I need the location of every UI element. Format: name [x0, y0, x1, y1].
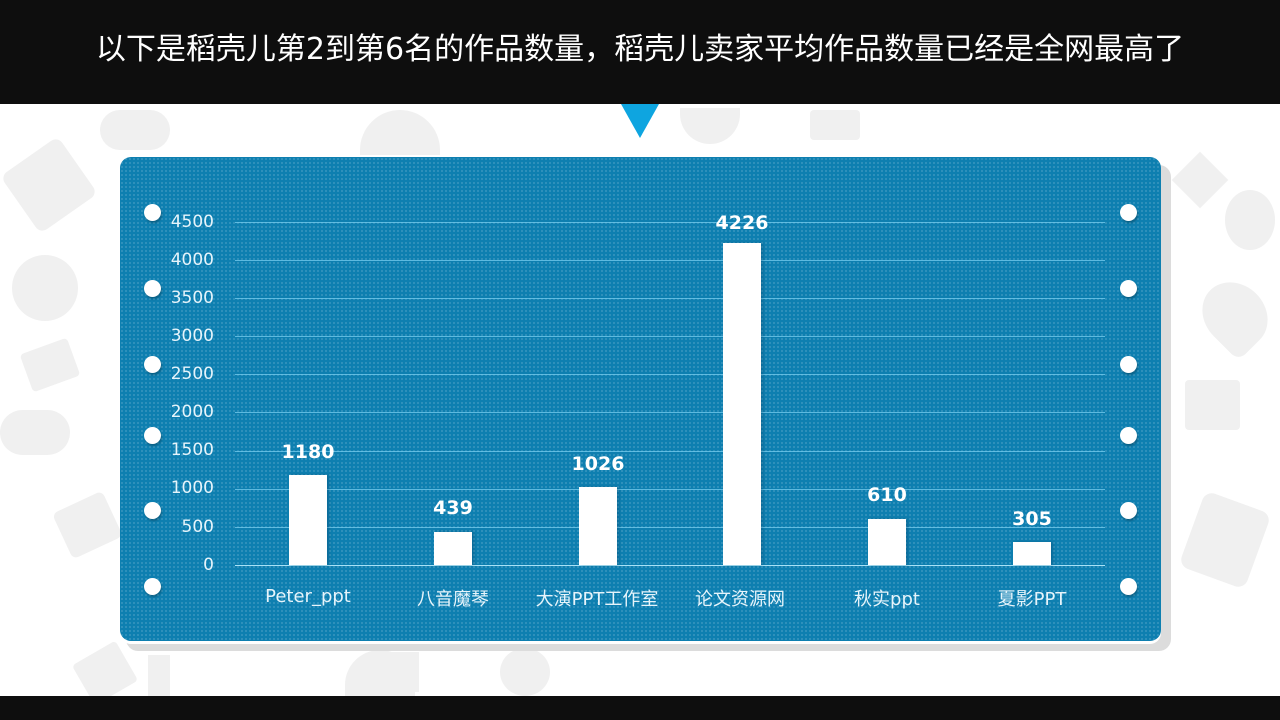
y-tick-label: 3000	[170, 326, 214, 346]
bar-peter-ppt	[289, 475, 327, 565]
gridline	[235, 451, 1105, 452]
cloud-icon	[100, 110, 170, 150]
y-tick-label: 500	[181, 517, 214, 537]
binder-dot	[1120, 204, 1137, 221]
arrow-icon	[1171, 151, 1229, 209]
gridline	[235, 489, 1105, 490]
bar-lunwen-ziyuanwang	[723, 243, 761, 565]
binder-dot	[1120, 280, 1137, 297]
bar-value-label: 4226	[715, 212, 769, 234]
y-tick-label: 4000	[170, 250, 214, 270]
x-tick-label: 夏影PPT	[997, 589, 1067, 610]
gridline	[235, 412, 1105, 413]
gridline	[235, 374, 1105, 375]
drop-icon	[1225, 190, 1275, 250]
monitor-icon	[810, 110, 860, 140]
calculator-icon	[0, 136, 98, 234]
binder-dot	[144, 356, 161, 373]
binder-dot	[144, 502, 161, 519]
gridline	[235, 527, 1105, 528]
y-tick-label: 0	[203, 555, 214, 575]
x-tick-label: 秋实ppt	[854, 589, 920, 610]
shirt-icon	[1178, 490, 1272, 590]
y-tick-label: 3500	[170, 288, 214, 308]
y-tick-label: 2500	[170, 364, 214, 384]
bar-value-label: 610	[867, 484, 907, 506]
page-title: 以下是稻壳儿第2到第6名的作品数量，稻壳儿卖家平均作品数量已经是全网最高了	[95, 32, 1185, 67]
binder-dot	[1120, 502, 1137, 519]
pointer-triangle-icon	[621, 104, 659, 138]
chart-card	[120, 157, 1161, 641]
binder-dot	[1120, 578, 1137, 595]
binder-dot	[144, 280, 161, 297]
y-tick-label: 1000	[170, 478, 214, 498]
gridline	[235, 298, 1105, 299]
bar-dayan-ppt-studio	[579, 487, 617, 565]
cart-icon	[52, 490, 123, 560]
footer-bar	[0, 696, 1280, 720]
x-tick-label: Peter_ppt	[265, 586, 351, 607]
upload-arrow-icon	[148, 655, 170, 696]
edit-icon	[375, 652, 419, 692]
bar-bayin-moqin	[434, 532, 472, 565]
circle-icon	[360, 110, 440, 155]
binder-dot	[144, 578, 161, 595]
clock-icon	[12, 255, 78, 321]
gridline	[235, 336, 1105, 337]
x-axis-baseline	[235, 565, 1105, 566]
x-tick-label: 八音魔琴	[417, 589, 489, 610]
gridline	[235, 260, 1105, 261]
bar-qiushi-ppt	[868, 519, 906, 565]
binder-dot	[144, 427, 161, 444]
bar-xiaying-ppt	[1013, 542, 1051, 565]
gear-icon	[500, 648, 550, 696]
card-icon	[19, 337, 81, 393]
x-tick-label: 大演PPT工作室	[535, 589, 659, 610]
bar-value-label: 1180	[281, 441, 335, 463]
bar-value-label: 439	[433, 497, 473, 519]
x-tick-label: 论文资源网	[695, 589, 785, 610]
gridline	[235, 222, 1105, 223]
bar-value-label: 1026	[571, 453, 625, 475]
heart-icon	[1189, 269, 1280, 361]
bar-value-label: 305	[1012, 508, 1052, 530]
bag-icon	[680, 108, 740, 144]
y-tick-label: 2000	[170, 402, 214, 422]
newspaper-icon	[1185, 380, 1240, 430]
header-bar: 以下是稻壳儿第2到第6名的作品数量，稻壳儿卖家平均作品数量已经是全网最高了	[0, 0, 1280, 104]
binder-dot	[1120, 427, 1137, 444]
binder-dot	[1120, 356, 1137, 373]
binder-dot	[144, 204, 161, 221]
y-tick-label: 4500	[170, 212, 214, 232]
y-tick-label: 1500	[170, 440, 214, 460]
phone-icon	[0, 410, 70, 455]
